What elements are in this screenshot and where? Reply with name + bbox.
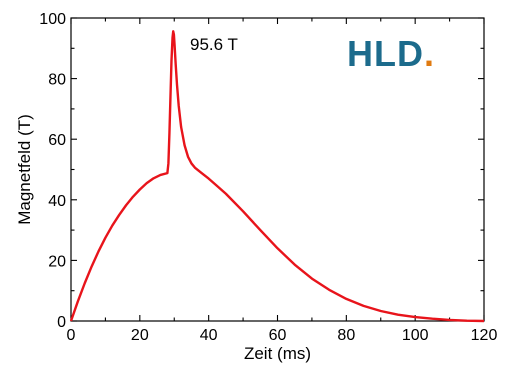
axis-tick-labels: 0 20 40 60 80 100 120 0 20 40 60 80 100 xyxy=(39,11,497,344)
x-tick-label: 20 xyxy=(131,327,149,344)
hld-logo: HLD. xyxy=(347,33,435,74)
x-tick-label: 80 xyxy=(337,327,355,344)
x-tick-label: 60 xyxy=(269,327,287,344)
y-tick-label: 100 xyxy=(39,11,66,28)
x-tick-label: 120 xyxy=(471,327,498,344)
logo-wordmark: HLD. xyxy=(347,33,435,74)
x-axis-title: Zeit (ms) xyxy=(244,344,311,363)
y-axis-title: Magnetfeld (T) xyxy=(15,114,34,225)
field-curve xyxy=(69,30,485,323)
y-tick-label: 20 xyxy=(48,253,66,270)
x-tick-label: 40 xyxy=(200,327,218,344)
y-tick-label: 40 xyxy=(48,193,66,210)
y-tick-label: 80 xyxy=(48,72,66,89)
x-tick-label: 0 xyxy=(67,327,76,344)
x-tick-label: 100 xyxy=(402,327,429,344)
y-tick-label: 0 xyxy=(57,314,66,331)
axis-ticks xyxy=(70,17,485,322)
peak-annotation: 95.6 T xyxy=(190,35,238,54)
y-tick-label: 60 xyxy=(48,132,66,149)
